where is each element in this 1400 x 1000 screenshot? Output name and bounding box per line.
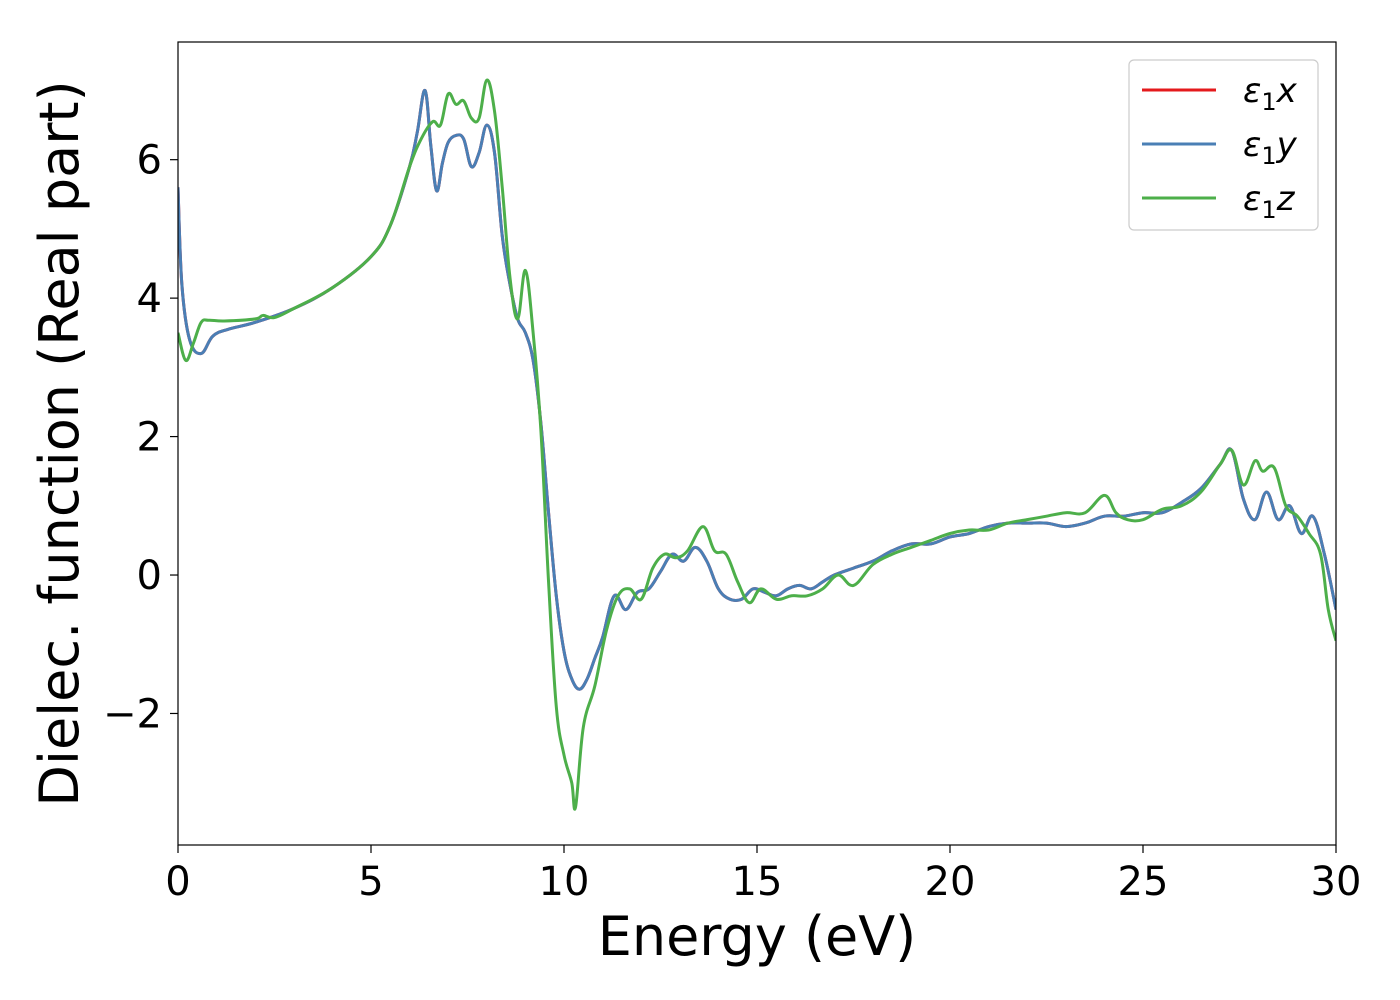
- x-axis-title: Energy (eV): [598, 905, 917, 968]
- y-tick-label: 4: [137, 276, 162, 322]
- legend-label: ε1z: [1243, 179, 1296, 224]
- x-tick-label: 15: [732, 859, 783, 905]
- x-axis-ticks: 0 5 10 15 20 25 30: [165, 845, 1361, 905]
- x-tick-label: 5: [358, 859, 383, 905]
- y-tick-label: 0: [137, 553, 162, 599]
- x-tick-label: 10: [539, 859, 590, 905]
- series-line-y: [178, 88, 1336, 691]
- legend: ε1x ε1y ε1z: [1128, 59, 1319, 231]
- y-axis-title: Dielec. function (Real part): [28, 80, 91, 806]
- legend-box: [1128, 59, 1319, 231]
- series-layer: [178, 78, 1336, 811]
- legend-item-x: ε1x: [1142, 71, 1298, 116]
- x-tick-label: 0: [165, 859, 190, 905]
- y-tick-label: 2: [137, 415, 162, 461]
- legend-item-y: ε1y: [1142, 125, 1298, 170]
- x-tick-label: 30: [1311, 859, 1362, 905]
- y-axis-ticks: −2 0 2 4 6: [103, 138, 178, 737]
- y-tick-label: −2: [103, 691, 162, 737]
- x-tick-label: 25: [1118, 859, 1169, 905]
- series-line-z: [178, 78, 1336, 811]
- legend-label: ε1x: [1243, 71, 1298, 116]
- legend-label: ε1y: [1243, 125, 1298, 170]
- y-tick-label: 6: [137, 138, 162, 184]
- legend-item-z: ε1z: [1142, 179, 1296, 224]
- x-tick-label: 20: [925, 859, 976, 905]
